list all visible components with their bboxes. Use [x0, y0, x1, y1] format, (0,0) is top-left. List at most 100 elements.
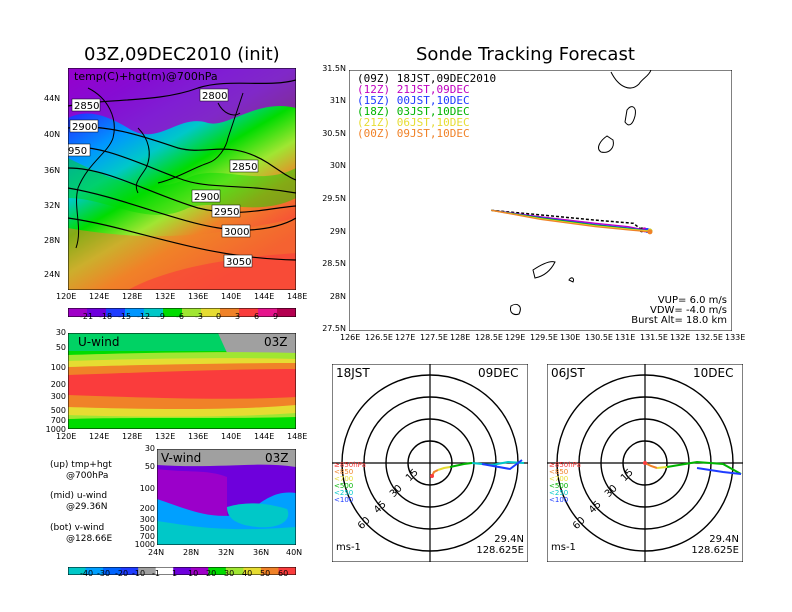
x-tick: 130E — [560, 333, 581, 342]
hodograph-1: 18JST 09DEC ≥850hPa <850 <700 <500 <250 … — [331, 363, 529, 563]
colorbar-label: -30 — [97, 569, 111, 578]
hodo-time: 18JST — [336, 366, 370, 380]
legend-entry: (09Z) 18JST,09DEC2010 — [357, 72, 497, 85]
level: <100 — [549, 496, 569, 504]
track-endpoint — [647, 229, 653, 235]
info-line: VUP= 6.0 m/s — [657, 295, 727, 306]
lon-tick: 148E — [287, 292, 308, 301]
level: <850 — [549, 468, 569, 476]
temp-colorbar — [67, 302, 297, 318]
legend-entry: (00Z) 09JST,10DEC — [357, 127, 470, 140]
colorbar-label: -20 — [115, 569, 129, 578]
y-tick: 29N — [329, 227, 346, 236]
colorbar-label: 20 — [206, 569, 217, 578]
track-series-line — [491, 209, 643, 231]
tracking-svg — [348, 69, 733, 332]
colorbar-label: 1 — [172, 569, 178, 578]
lat-tick: 32N — [44, 201, 61, 210]
y-tick: 500 — [50, 406, 66, 415]
y-tick: 30N — [329, 161, 346, 170]
x-tick: 132.5E — [695, 333, 723, 342]
contour-label: 3000 — [224, 227, 249, 238]
y-tick: 100 — [50, 363, 66, 372]
uwind-y-ticks: 30 50 100 200 300 500 700 1000 — [40, 328, 66, 434]
x-tick: 148E — [287, 432, 308, 441]
wind-colorbar-labels: -40 -30 -20 -10 -1 1 10 20 30 40 50 60 — [68, 569, 296, 579]
colorbar-swatch — [260, 567, 279, 575]
contour-label: 2850 — [232, 162, 257, 173]
colorbar-swatch — [258, 308, 278, 317]
x-tick: 124E — [89, 432, 110, 441]
uwind-svg — [67, 332, 297, 430]
note-a: (mid) u-wind — [50, 491, 108, 501]
note-a: (bot) v-wind — [50, 523, 105, 533]
x-tick: 132E — [670, 333, 691, 342]
map-svg: 2850 2900 950 2800 2850 2900 2950 3000 3… — [67, 67, 297, 291]
hodograph-2: 06JST 10DEC ≥850hPa <850 <700 <500 <250 … — [546, 363, 744, 563]
y-tick: 100 — [139, 484, 155, 493]
y-tick: 27.5N — [322, 324, 346, 333]
x-tick: 128.5E — [475, 333, 503, 342]
track-series-line — [491, 209, 650, 233]
lat-tick: 24N — [44, 270, 61, 279]
wind-colorbar-svg — [67, 566, 297, 576]
y-tick: 700 — [139, 532, 155, 541]
hodo-unit: ms-1 — [551, 542, 576, 553]
colorbar-swatch — [243, 567, 262, 575]
colorbar-swatch — [182, 308, 202, 317]
colorbar-swatch — [190, 567, 209, 575]
level: <250 — [334, 489, 354, 497]
colorbar-label: -10 — [132, 569, 146, 578]
colorbar-swatch — [225, 567, 244, 575]
hodo-date: 09DEC — [478, 366, 519, 380]
contour-label: 2850 — [74, 101, 99, 112]
x-tick: 140E — [221, 432, 242, 441]
contour-label: 2800 — [202, 91, 227, 102]
colorbar-label: -12 — [137, 312, 151, 321]
lat-tick: 36N — [44, 166, 61, 175]
x-tick: 40N — [286, 548, 303, 557]
x-tick: 128E — [122, 432, 143, 441]
x-tick: 32N — [218, 548, 235, 557]
lon-tick: 128E — [122, 292, 143, 301]
colorbar-label: -3 — [195, 312, 203, 321]
y-tick: 50 — [55, 343, 66, 352]
x-tick: 144E — [254, 432, 275, 441]
level: ≥850hPa — [334, 461, 366, 469]
tracking-info: VUP= 6.0 m/s VDW= -4.0 m/s Burst Alt= 18… — [631, 296, 727, 326]
hodo-levels: ≥850hPa <850 <700 <500 <250 <100 — [334, 462, 366, 504]
hodo-lon: 128.625E — [476, 545, 524, 556]
colorbar-swatch — [239, 308, 259, 317]
tracking-legend: (09Z) 18JST,09DEC2010 (12Z) 21JST,09DEC … — [357, 73, 496, 139]
level: <700 — [549, 475, 569, 483]
colorbar-label: 50 — [260, 569, 271, 578]
x-tick: 129.5E — [530, 333, 558, 342]
hodo-date: 10DEC — [693, 366, 734, 380]
colorbar-label: -15 — [118, 312, 132, 321]
legend-entry: (15Z) 00JST,10DEC — [357, 94, 470, 107]
y-tick: 700 — [50, 416, 66, 425]
colorbar-swatch — [87, 308, 107, 317]
colorbar-swatch — [155, 567, 174, 575]
level: <850 — [334, 468, 354, 476]
hodograph-2-svg — [546, 363, 744, 563]
x-tick: 131E — [615, 333, 636, 342]
contour-label: 2900 — [194, 192, 219, 203]
x-tick: 132E — [155, 432, 176, 441]
y-tick: 200 — [139, 504, 155, 513]
level: <500 — [334, 482, 354, 490]
colorbar-swatch — [201, 308, 221, 317]
colorbar-label: 3 — [235, 312, 241, 321]
colorbar-swatch — [103, 567, 122, 575]
level: <250 — [549, 489, 569, 497]
x-tick: 133E — [725, 333, 746, 342]
x-tick: 36N — [253, 548, 270, 557]
colorbar-swatch — [68, 567, 87, 575]
colorbar-label: -40 — [80, 569, 94, 578]
hodo-unit: ms-1 — [336, 542, 361, 553]
y-tick: 50 — [144, 462, 155, 471]
y-tick: 30 — [144, 444, 155, 453]
x-tick: 28N — [183, 548, 200, 557]
legend-entry: (12Z) 21JST,09DEC — [357, 83, 470, 96]
contour-label: 950 — [68, 146, 87, 157]
